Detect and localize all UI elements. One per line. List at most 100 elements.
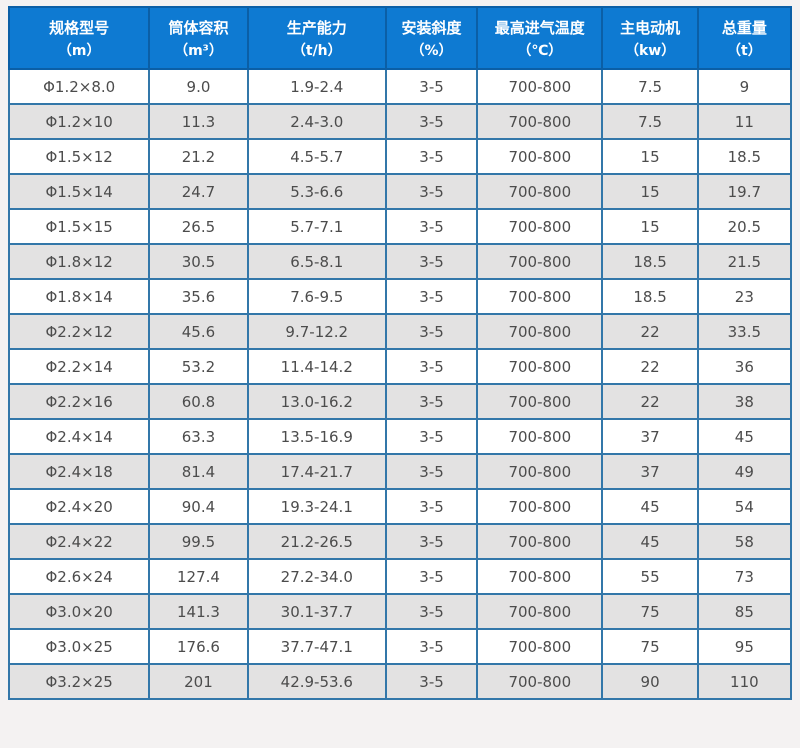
table-cell: 2.4-3.0 — [246, 103, 387, 140]
table-cell: 58 — [696, 523, 793, 560]
table-cell: Φ2.2×12 — [7, 313, 151, 350]
table-cell: 3-5 — [384, 68, 479, 105]
table-cell: 18.5 — [601, 278, 699, 315]
table-cell: 75 — [601, 628, 699, 665]
table-cell: Φ3.0×25 — [7, 628, 151, 665]
table-cell: 3-5 — [384, 628, 479, 665]
table-cell: 63.3 — [148, 418, 249, 455]
table-cell: 3-5 — [384, 418, 479, 455]
table-cell: Φ1.2×8.0 — [7, 68, 151, 105]
table-row: Φ2.4×20 90.4 19.3-24.1 3-5 700-800 45 54 — [7, 488, 793, 525]
column-unit: （kw） — [624, 42, 676, 59]
table-row: Φ2.2×16 60.8 13.0-16.2 3-5 700-800 22 38 — [7, 383, 793, 420]
table-cell: 3-5 — [384, 663, 479, 700]
header-row: 规格型号 （m） 筒体容积 （m³） 生产能力 （t/h） 安装斜度 （%） 最高进气温度 （℃）… — [7, 6, 793, 70]
table-cell: 700-800 — [476, 593, 604, 630]
table-row: Φ2.4×18 81.4 17.4-21.7 3-5 700-800 37 49 — [7, 453, 793, 490]
table-cell: 90 — [601, 663, 699, 700]
column-header: 规格型号 （m） — [7, 6, 151, 70]
table-cell: 3-5 — [384, 173, 479, 210]
table-cell: 7.5 — [601, 103, 699, 140]
table-cell: 700-800 — [476, 68, 604, 105]
table-cell: 85 — [696, 593, 793, 630]
table-cell: 81.4 — [148, 453, 249, 490]
column-label: 生产能力 — [286, 18, 347, 37]
table-cell: 45 — [696, 418, 793, 455]
table-cell: 37 — [601, 453, 699, 490]
table-cell: 700-800 — [476, 523, 604, 560]
table-cell: Φ1.5×15 — [7, 208, 151, 245]
table-cell: Φ2.6×24 — [7, 558, 151, 595]
table-cell: 6.5-8.1 — [246, 243, 387, 280]
table-cell: 75 — [601, 593, 699, 630]
table-cell: 3-5 — [384, 383, 479, 420]
table-cell: 53.2 — [148, 348, 249, 385]
table-cell: Φ3.0×20 — [7, 593, 151, 630]
table-cell: 23 — [696, 278, 793, 315]
table-cell: 95 — [696, 628, 793, 665]
table-cell: 17.4-21.7 — [246, 453, 387, 490]
table-cell: 21.2 — [148, 138, 249, 175]
table-cell: 700-800 — [476, 488, 604, 525]
table-cell: 3-5 — [384, 278, 479, 315]
column-header: 总重量 （t） — [696, 6, 793, 70]
table-row: Φ1.5×14 24.7 5.3-6.6 3-5 700-800 15 19.7 — [7, 173, 793, 210]
table-cell: Φ1.5×14 — [7, 173, 151, 210]
table-cell: 73 — [696, 558, 793, 595]
table-cell: 700-800 — [476, 453, 604, 490]
table-cell: 37.7-47.1 — [246, 628, 387, 665]
table-cell: 20.5 — [696, 208, 793, 245]
column-unit: （%） — [410, 42, 453, 59]
table-cell: 700-800 — [476, 628, 604, 665]
table-cell: 36 — [696, 348, 793, 385]
table-cell: 3-5 — [384, 453, 479, 490]
table-cell: 700-800 — [476, 313, 604, 350]
table-cell: 9.0 — [148, 68, 249, 105]
table-cell: 700-800 — [476, 383, 604, 420]
column-label: 规格型号 — [49, 18, 110, 37]
table-cell: 700-800 — [476, 103, 604, 140]
table-cell: 13.0-16.2 — [246, 383, 387, 420]
table-cell: 700-800 — [476, 173, 604, 210]
column-label: 安装斜度 — [401, 18, 462, 37]
table-cell: Φ2.4×14 — [7, 418, 151, 455]
table-row: Φ1.5×15 26.5 5.7-7.1 3-5 700-800 15 20.5 — [7, 208, 793, 245]
table-cell: 9 — [696, 68, 793, 105]
table-row: Φ1.8×12 30.5 6.5-8.1 3-5 700-800 18.5 21.5 — [7, 243, 793, 280]
table-cell: 176.6 — [148, 628, 249, 665]
table-row: Φ2.2×14 53.2 11.4-14.2 3-5 700-800 22 36 — [7, 348, 793, 385]
table-cell: Φ2.2×16 — [7, 383, 151, 420]
column-unit: （t） — [727, 42, 762, 59]
table-cell: 700-800 — [476, 243, 604, 280]
table-cell: Φ2.4×22 — [7, 523, 151, 560]
column-label: 总重量 — [721, 18, 767, 37]
table-cell: 11.4-14.2 — [246, 348, 387, 385]
table-cell: 22 — [601, 348, 699, 385]
table-cell: 3-5 — [384, 488, 479, 525]
table-cell: 49 — [696, 453, 793, 490]
table-cell: 3-5 — [384, 103, 479, 140]
table-cell: Φ1.5×12 — [7, 138, 151, 175]
table-cell: Φ2.4×20 — [7, 488, 151, 525]
table-row: Φ1.2×10 11.3 2.4-3.0 3-5 700-800 7.5 11 — [7, 103, 793, 140]
table-cell: Φ2.4×18 — [7, 453, 151, 490]
table-cell: 18.5 — [696, 138, 793, 175]
table-cell: 55 — [601, 558, 699, 595]
table-cell: 33.5 — [696, 313, 793, 350]
column-unit: （℃） — [517, 42, 563, 59]
table-cell: 141.3 — [148, 593, 249, 630]
table-body: Φ1.2×8.0 9.0 1.9-2.4 3-5 700-800 7.5 9 Φ1.2×10 1… — [7, 68, 793, 700]
column-label: 主电动机 — [620, 18, 681, 37]
table-cell: 5.7-7.1 — [246, 208, 387, 245]
table-row: Φ3.0×25 176.6 37.7-47.1 3-5 700-800 75 95 — [7, 628, 793, 665]
table-cell: 5.3-6.6 — [246, 173, 387, 210]
table-row: Φ3.2×25 201 42.9-53.6 3-5 700-800 90 110 — [7, 663, 793, 700]
table-cell: 24.7 — [148, 173, 249, 210]
table-header: 规格型号 （m） 筒体容积 （m³） 生产能力 （t/h） 安装斜度 （%） 最高进气温度 （℃）… — [7, 6, 793, 70]
table-cell: Φ1.2×10 — [7, 103, 151, 140]
table-cell: 37 — [601, 418, 699, 455]
table-cell: 3-5 — [384, 313, 479, 350]
table-cell: 54 — [696, 488, 793, 525]
table-row: Φ3.0×20 141.3 30.1-37.7 3-5 700-800 75 85 — [7, 593, 793, 630]
